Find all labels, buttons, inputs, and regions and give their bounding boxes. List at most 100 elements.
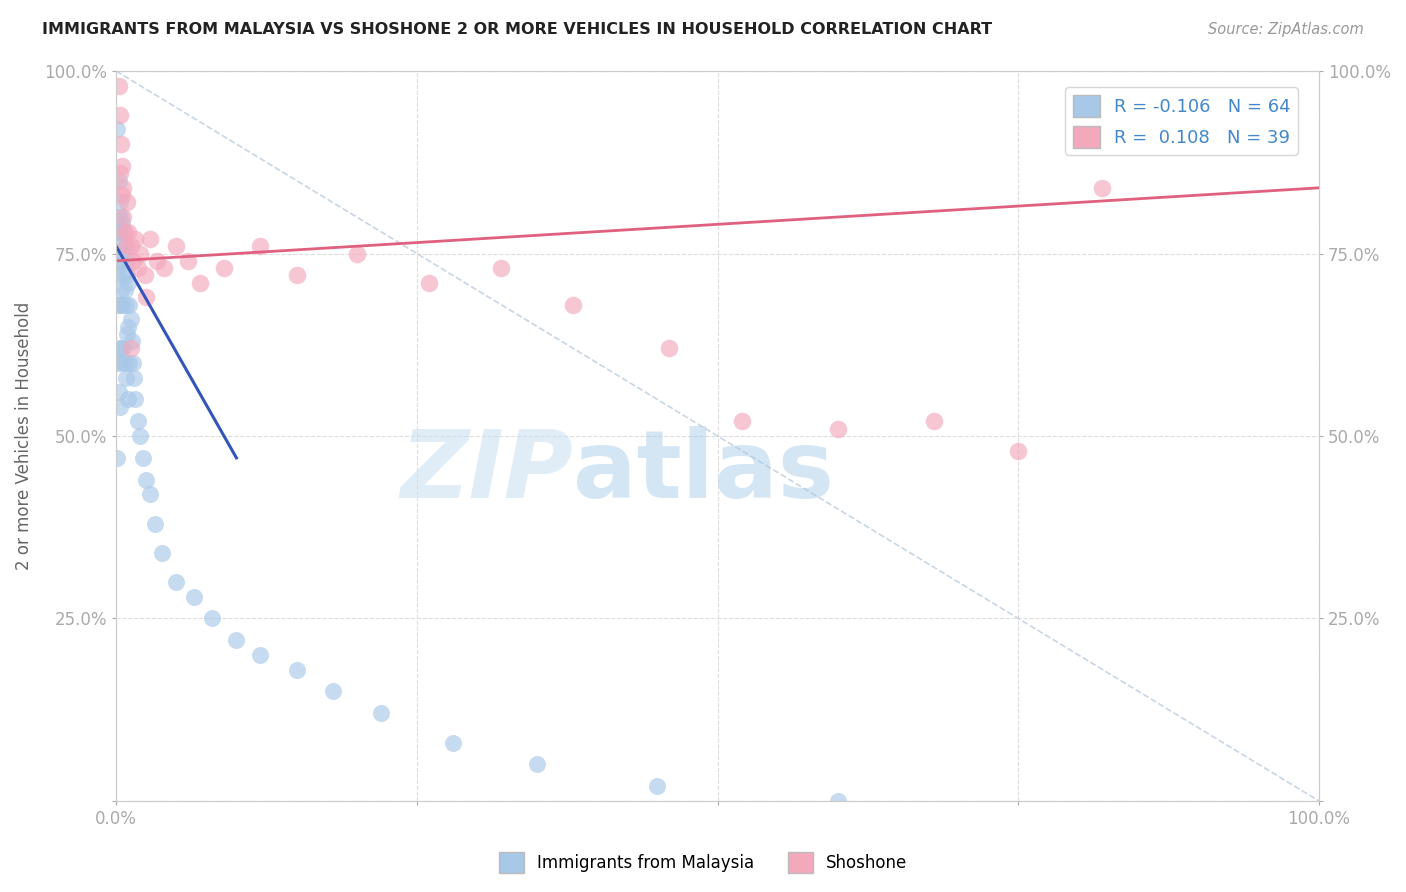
Point [131, 450, 153, 465]
Point [115, 195, 138, 210]
Point [922, 414, 945, 428]
Point [111, 188, 134, 202]
Point [117, 276, 139, 290]
Point [112, 342, 135, 356]
Point [115, 268, 138, 283]
Point [107, 253, 129, 268]
Point [129, 429, 152, 443]
Point [127, 414, 149, 428]
Y-axis label: 2 or more Vehicles in Household: 2 or more Vehicles in Household [15, 301, 32, 570]
Point [111, 159, 134, 173]
Text: ZIP: ZIP [401, 426, 574, 518]
Point [139, 487, 162, 501]
Point [108, 253, 131, 268]
Point [111, 356, 134, 370]
Point [370, 706, 392, 721]
Point [146, 253, 169, 268]
Point [114, 225, 136, 239]
Point [114, 370, 136, 384]
Point [110, 136, 132, 151]
Point [107, 385, 129, 400]
Point [1007, 443, 1029, 458]
Point [111, 297, 134, 311]
Point [114, 239, 136, 253]
Point [418, 276, 440, 290]
Point [165, 574, 187, 589]
Point [108, 400, 131, 414]
Point [107, 78, 129, 93]
Point [114, 356, 136, 370]
Point [139, 232, 162, 246]
Point [112, 268, 135, 283]
Point [658, 342, 681, 356]
Point [110, 342, 132, 356]
Point [730, 414, 752, 428]
Point [108, 166, 131, 180]
Point [105, 356, 128, 370]
Text: atlas: atlas [574, 426, 834, 518]
Point [562, 297, 585, 311]
Point [124, 232, 146, 246]
Point [117, 319, 139, 334]
Point [112, 225, 135, 239]
Point [114, 283, 136, 297]
Point [188, 276, 211, 290]
Point [225, 633, 247, 648]
Point [647, 780, 669, 794]
Point [120, 239, 142, 253]
Point [110, 283, 132, 297]
Point [105, 122, 128, 136]
Point [249, 648, 271, 662]
Point [105, 225, 128, 239]
Point [108, 297, 131, 311]
Point [346, 246, 368, 260]
Point [107, 173, 129, 187]
Point [110, 210, 132, 224]
Point [108, 108, 131, 122]
Point [108, 225, 131, 239]
Point [110, 239, 132, 253]
Point [114, 239, 136, 253]
Point [111, 246, 134, 260]
Point [118, 356, 141, 370]
Point [122, 370, 145, 384]
Point [112, 181, 135, 195]
Point [118, 297, 141, 311]
Point [120, 312, 142, 326]
Point [214, 261, 236, 276]
Point [129, 246, 152, 260]
Point [108, 195, 131, 210]
Point [120, 342, 142, 356]
Point [105, 268, 128, 283]
Point [177, 253, 200, 268]
Point [153, 261, 176, 276]
Point [107, 297, 129, 311]
Point [322, 684, 344, 698]
Point [124, 392, 146, 407]
Point [107, 210, 129, 224]
Point [117, 392, 139, 407]
Point [249, 239, 271, 253]
Point [135, 473, 157, 487]
Point [115, 326, 138, 341]
Point [1091, 181, 1114, 195]
Point [108, 342, 131, 356]
Point [143, 516, 166, 531]
Point [827, 422, 849, 436]
Point [526, 757, 548, 772]
Point [121, 334, 143, 348]
Text: IMMIGRANTS FROM MALAYSIA VS SHOSHONE 2 OR MORE VEHICLES IN HOUSEHOLD CORRELATION: IMMIGRANTS FROM MALAYSIA VS SHOSHONE 2 O… [42, 22, 993, 37]
Point [112, 210, 135, 224]
Point [201, 611, 224, 625]
Point [117, 225, 139, 239]
Point [285, 268, 308, 283]
Point [114, 297, 136, 311]
Point [827, 794, 849, 808]
Point [127, 261, 149, 276]
Point [111, 217, 134, 231]
Point [122, 253, 145, 268]
Point [441, 735, 464, 749]
Point [165, 239, 187, 253]
Point [183, 590, 205, 604]
Point [150, 546, 173, 560]
